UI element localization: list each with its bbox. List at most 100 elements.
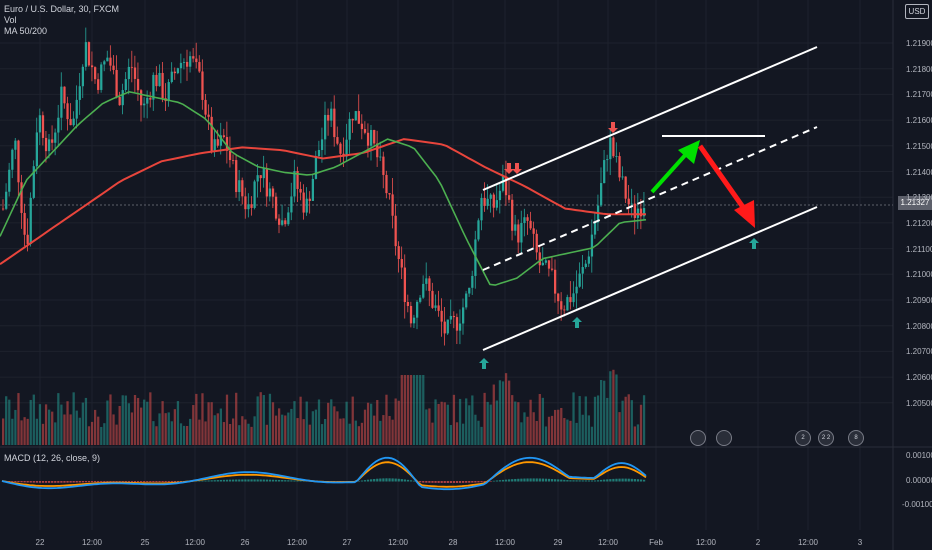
volume-bar [136,397,140,445]
macd-histogram-bar [504,479,508,482]
ma-label[interactable]: MA 50/200 [4,26,48,36]
macd-histogram-bar [87,481,91,483]
last-price-tag: 1.21327 [898,196,932,210]
economic-event-icon[interactable]: 2 [795,430,811,446]
candle-body [173,71,176,74]
symbol-title[interactable]: Euro / U.S. Dollar, 30, FXCM [4,4,120,14]
candle-body [327,114,330,121]
time-axis-label: 12:00 [695,538,717,547]
macd-histogram-bar [501,479,505,482]
macd-histogram-bar [517,478,520,482]
volume-bar [550,415,554,445]
economic-event-icon[interactable] [690,430,706,446]
macd-histogram-bar [468,481,471,483]
time-axis-label: 26 [240,538,250,547]
macd-histogram-bar [121,481,124,482]
volume-bar [100,426,103,445]
price-axis-label: 1.20600 [906,373,932,383]
macd-histogram-bar [584,480,587,482]
macd-histogram-bar [213,480,216,482]
macd-histogram-bar [376,478,379,482]
volume-bar [244,419,247,445]
candle-body [379,156,382,158]
candle-body [293,171,296,197]
candle-body [189,56,192,67]
macd-pane [1,456,647,491]
channel-drawings[interactable] [479,46,818,369]
volume-bar [2,418,5,445]
price-axis-label: 1.20700 [906,347,932,357]
macd-histogram-bar [216,480,219,482]
economic-event-icon[interactable] [716,430,732,446]
price-axis-label: 1.21400 [906,167,932,177]
macd-histogram-bar [498,480,502,482]
macd-histogram-bar [569,480,572,482]
volume-bar [265,424,268,445]
volume-bar [201,393,204,445]
candle-body [5,191,8,209]
economic-event-icon[interactable]: 8 [848,430,864,446]
currency-badge[interactable]: USD [905,4,929,19]
price-axis-label: 1.21700 [906,90,932,100]
candle-body [302,192,305,213]
candle-body [366,132,370,146]
volume-bar [161,401,164,445]
volume-bar [176,401,180,445]
candle-body [198,62,201,72]
volume-bar [397,400,400,445]
macd-histogram-bar [373,478,376,482]
candle-body [544,260,548,263]
candle-body [333,108,336,138]
volume-bar [158,413,161,445]
volume-bar [388,415,391,445]
macd-histogram-bar [606,479,609,482]
volume-bar [149,392,152,445]
macd-histogram-bar [639,479,643,482]
volume-bar [348,423,351,445]
buy-marker [575,322,579,328]
candle-body [146,97,149,104]
candle-body [437,305,440,311]
candle-body [523,217,526,224]
macd-histogram-bar [366,479,370,482]
candle-body [256,175,259,182]
macd-histogram-bar [403,479,406,482]
candle-body [84,42,88,67]
macd-histogram-bar [636,479,640,482]
macd-label[interactable]: MACD (12, 26, close, 9) [4,453,101,463]
volume-bar [547,416,551,445]
volume-bar [511,395,514,445]
macd-histogram-bar [471,481,474,483]
macd-histogram-bar [492,480,495,482]
macd-histogram-bar [477,481,480,483]
volume-bar [517,402,520,445]
volume-bar [179,423,183,445]
volume-bar [630,400,633,445]
economic-event-icon[interactable]: 2 2 [818,430,834,446]
volume-bar [354,420,357,445]
candle-body [584,263,587,268]
volume-bar [446,404,449,445]
volume-bar [419,375,422,445]
macd-histogram-bar [422,481,425,483]
volume-bar [94,409,97,445]
volume-label[interactable]: Vol [4,15,17,25]
candle-body [575,286,578,294]
candle-body [480,197,483,221]
candle-body [489,194,492,199]
volume-bar [238,425,241,445]
volume-bar [302,419,305,445]
volume-bar [541,397,544,445]
candle-body [498,190,502,201]
macd-histogram-bar [250,479,253,482]
macd-histogram-bar [51,481,54,483]
candle-body [63,86,66,104]
volume-bar [173,409,176,445]
macd-histogram-bar [94,481,97,483]
volume-bar [596,395,600,445]
macd-histogram-bar [198,480,201,482]
candle-body [247,204,250,210]
candle-body [186,61,189,67]
